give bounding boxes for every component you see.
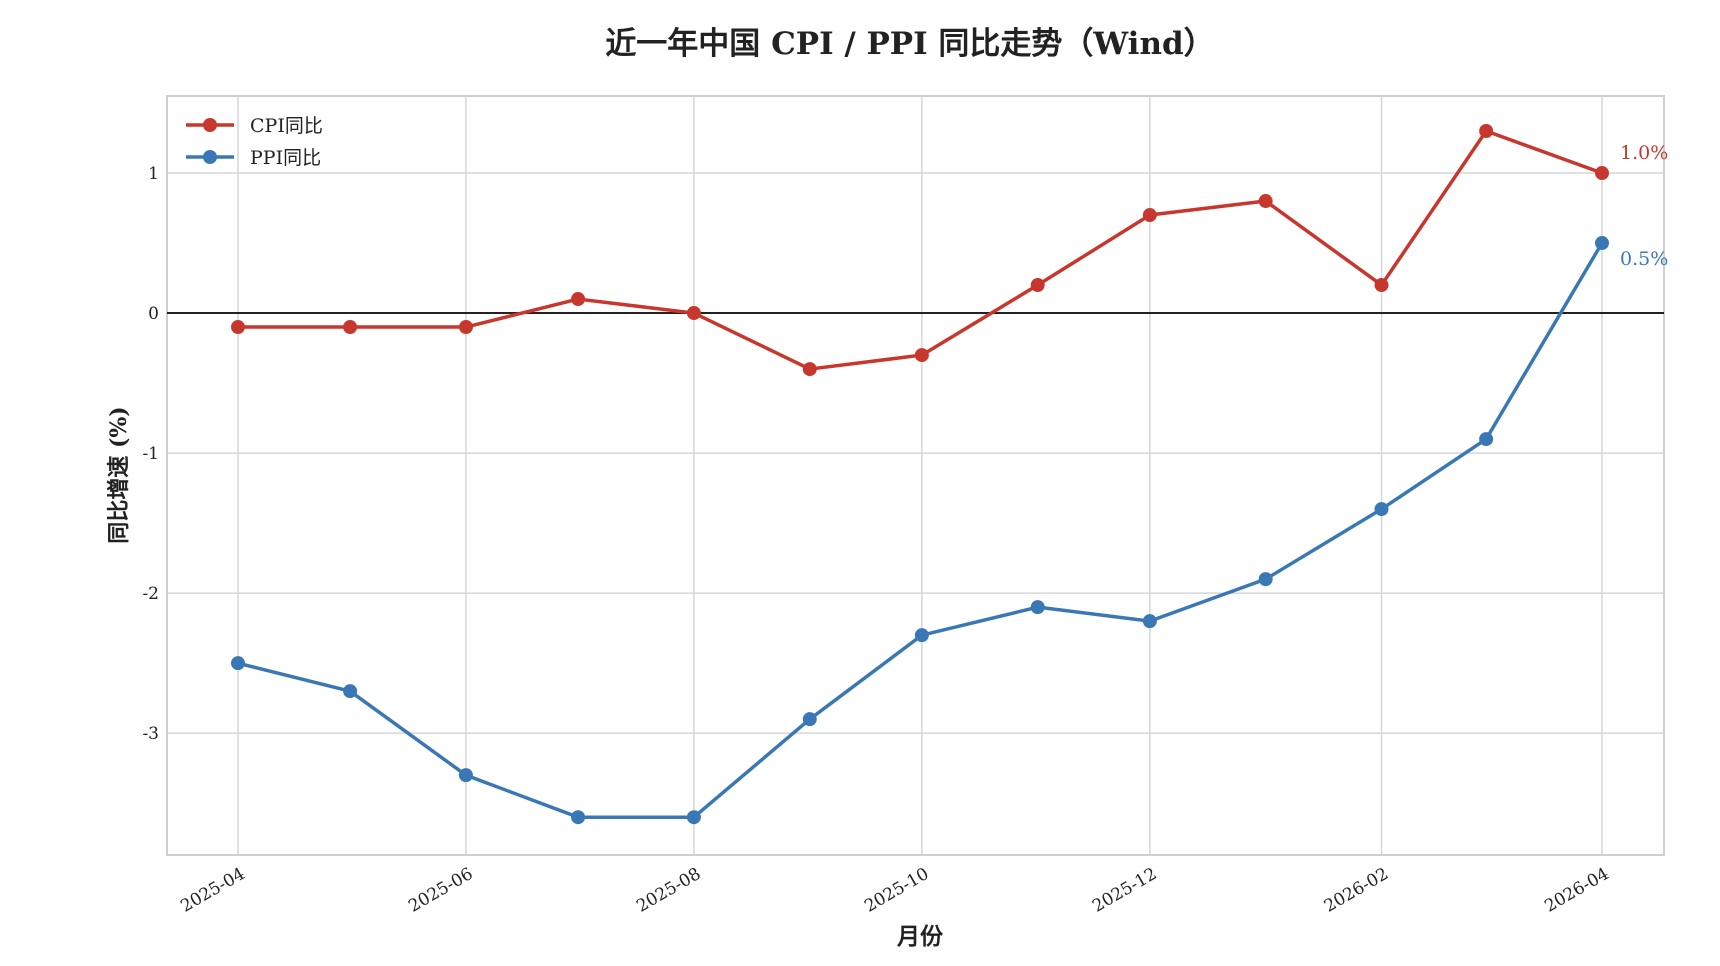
x-tick-label: 2025-04 <box>177 864 248 917</box>
data-point <box>571 292 586 307</box>
x-tick-label: 2025-12 <box>1089 864 1160 917</box>
y-tick-label: -1 <box>142 444 159 464</box>
data-point <box>1479 124 1494 139</box>
legend-marker <box>203 118 217 132</box>
data-point <box>1258 194 1273 209</box>
data-point <box>231 656 245 671</box>
chart-title: 近一年中国 CPI / PPI 同比走势（Wind） <box>605 26 1214 62</box>
data-point <box>686 306 701 321</box>
series-line-cpi <box>238 129 1603 371</box>
data-point <box>1374 278 1389 293</box>
legend-label: PPI同比 <box>250 147 321 169</box>
data-point <box>914 348 929 363</box>
data-point <box>1142 614 1157 629</box>
data-point <box>802 712 817 727</box>
x-tick-label: 2026-04 <box>1541 864 1612 917</box>
data-point <box>1595 236 1609 251</box>
data-point <box>571 810 586 825</box>
data-point <box>1374 502 1389 517</box>
data-point <box>914 628 929 643</box>
series-line-ppi <box>237 242 1604 819</box>
data-point <box>686 810 701 825</box>
y-axis-label: 同比增速 (%) <box>106 406 132 543</box>
y-tick-label: 0 <box>148 304 159 324</box>
data-point <box>1595 166 1609 181</box>
data-point <box>1479 432 1494 447</box>
data-point <box>1030 600 1045 615</box>
legend-label: CPI同比 <box>250 115 323 137</box>
data-point <box>458 320 473 335</box>
x-axis-label: 月份 <box>896 923 944 950</box>
data-point <box>343 320 358 335</box>
end-value-label: 0.5% <box>1620 248 1668 270</box>
data-point <box>802 362 817 377</box>
data-point <box>343 684 358 699</box>
data-point <box>1030 278 1045 293</box>
data-point <box>1142 208 1157 223</box>
y-tick-label: -2 <box>142 584 159 604</box>
plot-frame <box>166 95 1665 856</box>
data-point <box>1258 572 1273 587</box>
x-tick-label: 2025-10 <box>861 864 932 917</box>
legend-marker <box>203 150 217 164</box>
data-point <box>458 768 473 783</box>
y-tick-label: -3 <box>142 724 159 744</box>
x-tick-label: 2025-06 <box>405 864 476 917</box>
x-tick-label: 2025-08 <box>633 864 704 917</box>
legend: CPI同比 PPI同比 <box>186 115 323 169</box>
data-point <box>231 320 245 335</box>
x-tick-label: 2026-02 <box>1321 864 1392 917</box>
end-value-label: 1.0% <box>1620 142 1668 164</box>
y-tick-label: 1 <box>148 164 159 184</box>
